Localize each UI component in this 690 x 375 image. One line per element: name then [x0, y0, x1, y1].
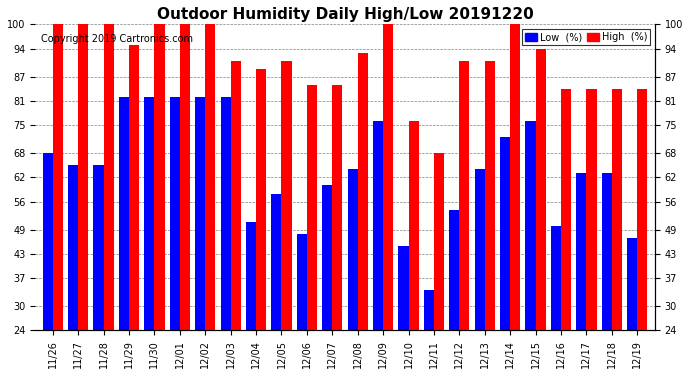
Bar: [144, 97, 155, 375]
Bar: [612, 89, 622, 375]
Bar: [256, 69, 266, 375]
Title: Outdoor Humidity Daily High/Low 20191220: Outdoor Humidity Daily High/Low 20191220: [157, 7, 533, 22]
Bar: [307, 85, 317, 375]
Bar: [170, 97, 180, 375]
Bar: [129, 45, 139, 375]
Bar: [205, 24, 215, 375]
Bar: [602, 173, 612, 375]
Bar: [460, 61, 469, 375]
Bar: [104, 24, 114, 375]
Bar: [348, 170, 357, 375]
Bar: [424, 290, 434, 375]
Bar: [637, 89, 647, 375]
Bar: [195, 97, 205, 375]
Bar: [322, 186, 333, 375]
Bar: [271, 194, 282, 375]
Bar: [535, 49, 546, 375]
Bar: [119, 97, 129, 375]
Bar: [383, 24, 393, 375]
Bar: [398, 246, 408, 375]
Bar: [485, 61, 495, 375]
Bar: [333, 85, 342, 375]
Bar: [551, 226, 561, 375]
Bar: [576, 173, 586, 375]
Bar: [525, 121, 535, 375]
Text: Copyright 2019 Cartronics.com: Copyright 2019 Cartronics.com: [41, 34, 193, 44]
Bar: [627, 238, 637, 375]
Bar: [297, 234, 307, 375]
Bar: [475, 170, 485, 375]
Bar: [373, 121, 383, 375]
Bar: [53, 24, 63, 375]
Bar: [561, 89, 571, 375]
Bar: [93, 165, 104, 375]
Bar: [510, 24, 520, 375]
Bar: [43, 153, 53, 375]
Bar: [357, 53, 368, 375]
Bar: [155, 24, 165, 375]
Bar: [500, 137, 510, 375]
Bar: [586, 89, 597, 375]
Bar: [68, 165, 78, 375]
Bar: [221, 97, 230, 375]
Bar: [78, 24, 88, 375]
Legend: Low  (%), High  (%): Low (%), High (%): [522, 29, 650, 45]
Bar: [434, 153, 444, 375]
Bar: [408, 121, 419, 375]
Bar: [246, 222, 256, 375]
Bar: [230, 61, 241, 375]
Bar: [180, 24, 190, 375]
Bar: [282, 61, 292, 375]
Bar: [449, 210, 460, 375]
